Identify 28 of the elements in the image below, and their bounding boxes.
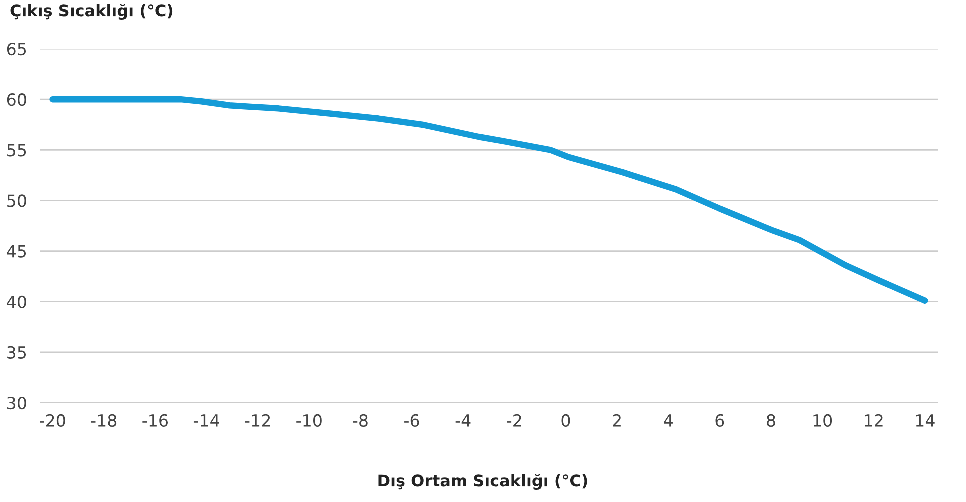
x-tick-label: 0 [562, 414, 570, 428]
x-tick-label: 12 [865, 414, 883, 427]
y-tick-label: 60 [7, 94, 26, 106]
x-tick-label: 8 [767, 414, 776, 428]
y-tick-label: 40 [7, 296, 26, 308]
x-tick-label: 2 [613, 414, 621, 427]
x-tick-label: -16 [142, 414, 168, 428]
chart-title: Çıkış Sıcaklığı (°C) [10, 4, 173, 20]
y-tick-label: 65 [7, 42, 26, 56]
x-tick-label: 6 [716, 414, 724, 428]
y-tick-label: 30 [8, 396, 26, 410]
y-tick-label: 55 [8, 144, 26, 157]
x-tick-label: -8 [353, 414, 368, 428]
x-tick-label: 4 [664, 414, 673, 427]
x-axis-title: Dış Ortam Sıcaklığı (°C) [378, 474, 588, 490]
y-tick-label: 35 [8, 346, 26, 359]
x-tick-label: 10 [814, 414, 832, 428]
x-tick-label: -2 [507, 414, 522, 427]
y-tick-label: 45 [7, 245, 26, 258]
x-tick-label: -20 [40, 414, 66, 428]
x-tick-label: -4 [456, 414, 471, 427]
x-tick-label: -6 [404, 414, 420, 428]
x-tick-label: -12 [245, 414, 270, 427]
x-tick-label: -14 [194, 414, 220, 427]
x-tick-label: -18 [91, 414, 117, 428]
x-tick-label: 14 [916, 414, 935, 427]
y-tick-label: 50 [8, 194, 26, 208]
x-tick-label: -10 [296, 414, 322, 428]
